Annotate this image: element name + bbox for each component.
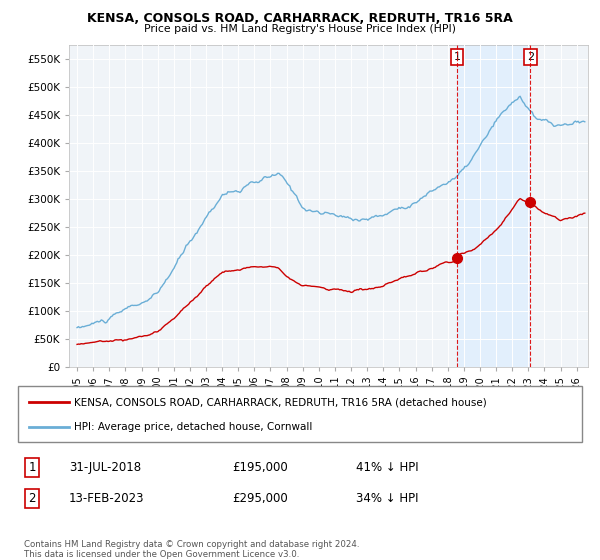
Text: 2: 2 xyxy=(28,492,36,505)
Text: £195,000: £195,000 xyxy=(232,461,288,474)
Text: KENSA, CONSOLS ROAD, CARHARRACK, REDRUTH, TR16 5RA (detached house): KENSA, CONSOLS ROAD, CARHARRACK, REDRUTH… xyxy=(74,397,487,407)
Text: 41% ↓ HPI: 41% ↓ HPI xyxy=(356,461,419,474)
Text: £295,000: £295,000 xyxy=(232,492,288,505)
FancyBboxPatch shape xyxy=(18,386,582,442)
Text: KENSA, CONSOLS ROAD, CARHARRACK, REDRUTH, TR16 5RA: KENSA, CONSOLS ROAD, CARHARRACK, REDRUTH… xyxy=(87,12,513,25)
Text: Contains HM Land Registry data © Crown copyright and database right 2024.: Contains HM Land Registry data © Crown c… xyxy=(24,540,359,549)
Text: 1: 1 xyxy=(454,52,461,62)
Text: This data is licensed under the Open Government Licence v3.0.: This data is licensed under the Open Gov… xyxy=(24,550,299,559)
Text: HPI: Average price, detached house, Cornwall: HPI: Average price, detached house, Corn… xyxy=(74,422,313,432)
Text: 34% ↓ HPI: 34% ↓ HPI xyxy=(356,492,419,505)
Text: 31-JUL-2018: 31-JUL-2018 xyxy=(69,461,141,474)
Text: Price paid vs. HM Land Registry's House Price Index (HPI): Price paid vs. HM Land Registry's House … xyxy=(144,24,456,34)
Bar xyxy=(457,45,530,367)
Text: 13-FEB-2023: 13-FEB-2023 xyxy=(69,492,144,505)
Text: 2: 2 xyxy=(527,52,534,62)
Text: 1: 1 xyxy=(28,461,36,474)
